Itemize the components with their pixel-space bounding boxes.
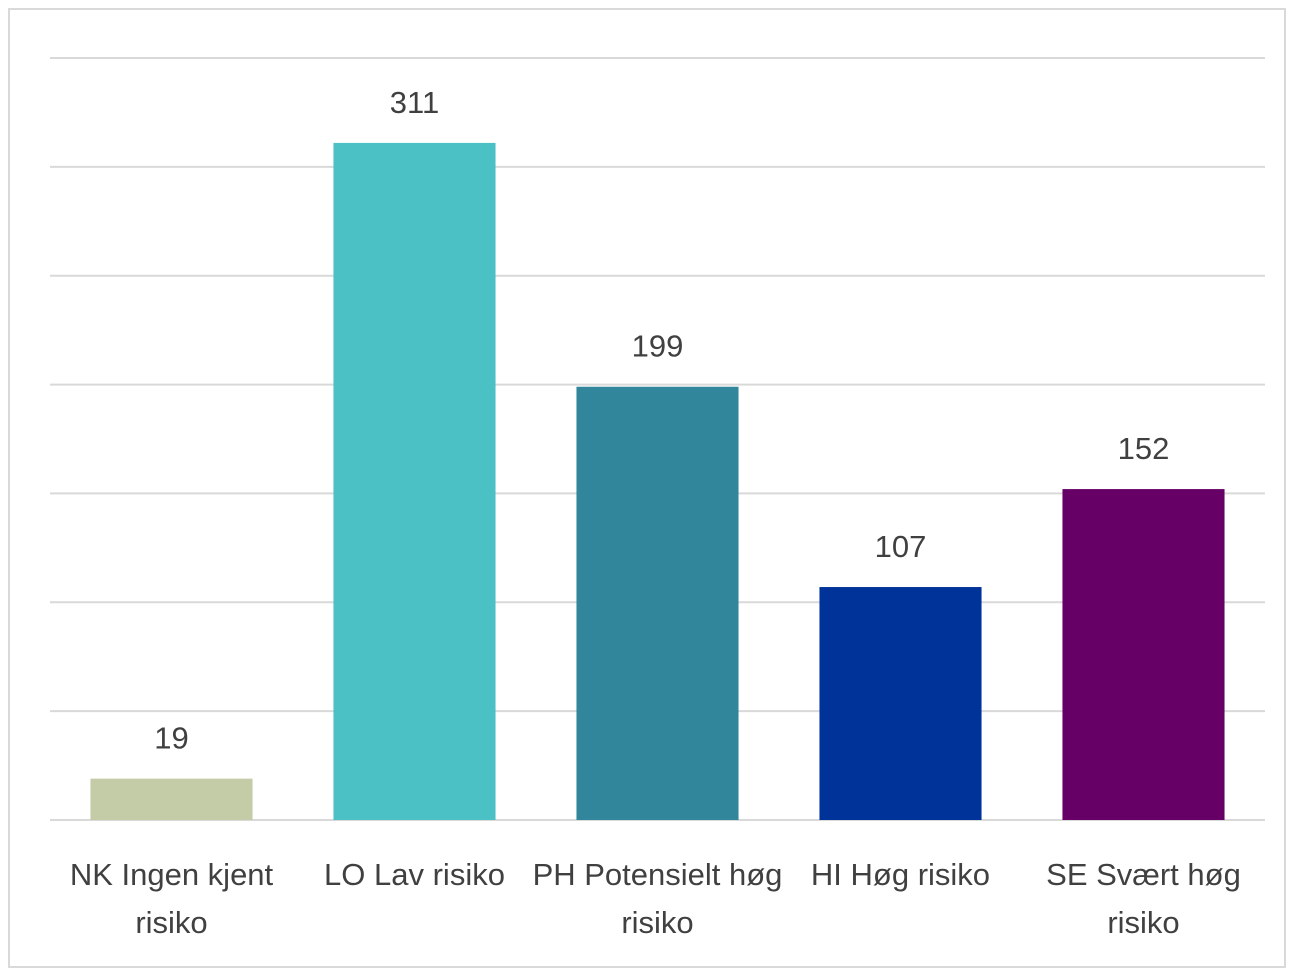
- category-tick-label: NK Ingen kjent: [70, 857, 274, 892]
- bar: [576, 386, 739, 820]
- data-label: 311: [390, 85, 439, 120]
- category-tick-label: risiko: [1107, 905, 1179, 940]
- category-tick-label: SE Svært høg: [1046, 857, 1241, 892]
- bar: [333, 142, 496, 820]
- data-labels: 19 311 199 107 152: [154, 85, 1169, 756]
- bar: [819, 587, 982, 820]
- category-tick-labels: NK Ingen kjent risiko LO Lav risiko PH Pote…: [70, 857, 1241, 940]
- bar: [90, 778, 253, 820]
- category-tick-label: HI Høg risiko: [811, 857, 990, 892]
- data-label: 152: [1118, 431, 1170, 466]
- bar: [1062, 489, 1225, 820]
- data-label: 19: [154, 721, 188, 756]
- data-label: 107: [875, 529, 927, 564]
- bars: [90, 142, 1225, 820]
- category-tick-label: LO Lav risiko: [324, 857, 505, 892]
- category-tick-label: PH Potensielt høg: [533, 857, 783, 892]
- category-tick-label: risiko: [621, 905, 693, 940]
- data-label: 199: [632, 329, 684, 364]
- category-tick-label: risiko: [135, 905, 207, 940]
